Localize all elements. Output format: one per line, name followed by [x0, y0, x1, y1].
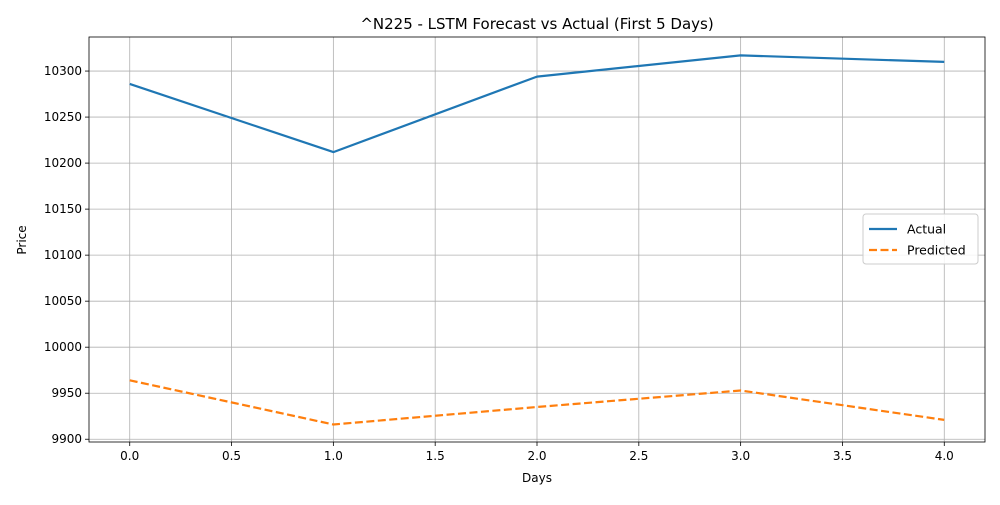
x-tick-label: 4.0 [935, 449, 954, 463]
series-line-predicted [129, 379, 945, 426]
chart-title: ^N225 - LSTM Forecast vs Actual (First 5… [360, 15, 713, 33]
y-tick-label: 10050 [44, 294, 82, 308]
series-line-actual [129, 54, 945, 154]
x-tick-label: 1.0 [324, 449, 343, 463]
legend: Actual Predicted [862, 213, 979, 265]
y-tick-label: 10150 [44, 202, 82, 216]
x-tick-label: 0.5 [222, 449, 241, 463]
y-tick-label: 9950 [51, 386, 82, 400]
y-tick-label: 10000 [44, 340, 82, 354]
grid-lines [89, 37, 985, 442]
y-tick-label: 10200 [44, 156, 82, 170]
x-axis-label: Days [522, 471, 552, 485]
legend-label-actual: Actual [907, 222, 946, 237]
y-tick-label: 9900 [51, 432, 82, 446]
legend-label-predicted: Predicted [907, 243, 966, 258]
x-tick-label: 0.0 [120, 449, 139, 463]
x-tick-label: 1.5 [426, 449, 445, 463]
legend-box [862, 213, 979, 265]
y-axis-label: Price [15, 225, 29, 254]
x-tick-label: 3.5 [833, 449, 852, 463]
y-tick-label: 10300 [44, 64, 82, 78]
series-lines [129, 54, 945, 426]
x-tick-label: 3.0 [731, 449, 750, 463]
x-tick-label: 2.0 [527, 449, 546, 463]
x-tick-label: 2.5 [629, 449, 648, 463]
y-tick-label: 10100 [44, 248, 82, 262]
y-tick-label: 10250 [44, 110, 82, 124]
axis-ticks: 0.0 0.5 1.0 1.5 2.0 2.5 3.0 3.5 4.0 9900 9950 10000… [44, 64, 954, 463]
